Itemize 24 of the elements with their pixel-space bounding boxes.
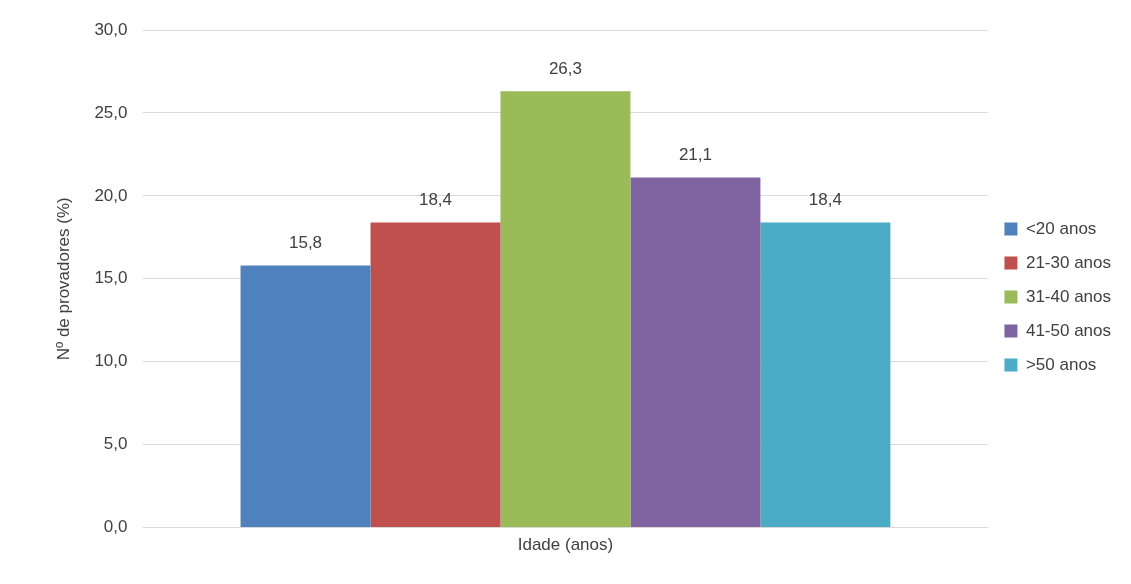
- bar: [370, 222, 501, 528]
- y-axis-title: Nº de provadores (%): [53, 197, 73, 361]
- y-tick-label: 15,0: [94, 268, 128, 288]
- y-tick-label: 30,0: [94, 19, 128, 39]
- legend-label: >50 anos: [1025, 354, 1097, 374]
- data-label: 15,8: [288, 232, 323, 252]
- y-tick-label: 5,0: [103, 434, 128, 454]
- y-tick-label: 20,0: [94, 185, 128, 205]
- legend-label: <20 anos: [1025, 218, 1097, 238]
- y-tick-label: 10,0: [94, 351, 128, 371]
- bar: [630, 177, 761, 528]
- legend-label: 41-50 anos: [1025, 320, 1112, 340]
- bar: [500, 91, 631, 528]
- y-tick-label: 0,0: [103, 517, 128, 537]
- x-tick-label: Idade (anos): [517, 535, 614, 555]
- data-label: 26,3: [548, 58, 583, 78]
- data-label: 21,1: [678, 144, 712, 164]
- data-label: 18,4: [808, 189, 842, 209]
- bar: [240, 265, 371, 528]
- y-tick-label: 25,0: [94, 102, 128, 122]
- legend-label: 21-30 anos: [1025, 252, 1112, 272]
- legend-label: 31-40 anos: [1025, 286, 1112, 306]
- bar: [760, 222, 891, 528]
- data-label: 18,4: [418, 189, 453, 209]
